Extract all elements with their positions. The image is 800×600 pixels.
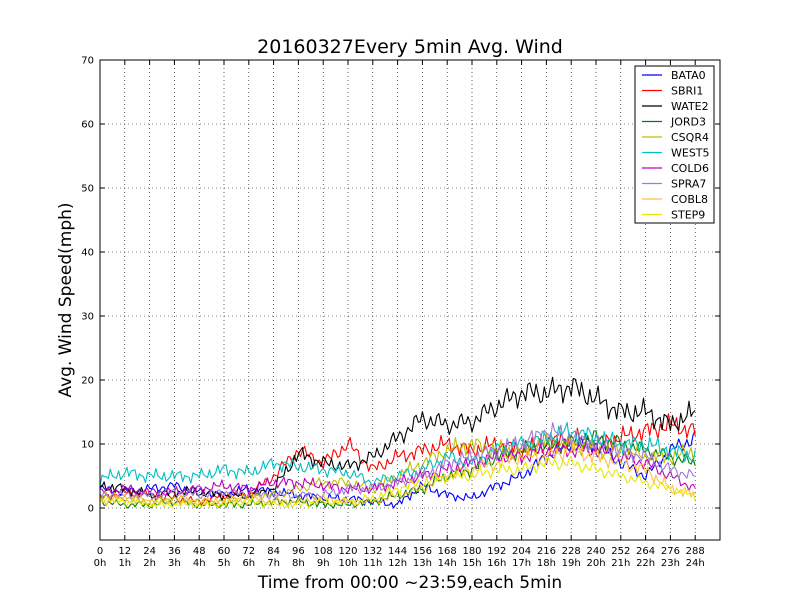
y-tick-label: 50 xyxy=(81,184,94,195)
x-tick-label: 192 xyxy=(487,546,506,557)
y-tick-label: 20 xyxy=(81,376,94,387)
x-tick-label: 120 xyxy=(338,546,357,557)
x-tick-label: 24 xyxy=(143,546,156,557)
x-axis-label: Time from 00:00 ~23:59,each 5min xyxy=(257,573,562,593)
x-tick-label: 240 xyxy=(586,546,605,557)
x-tick-hour-label: 4h xyxy=(193,558,206,569)
y-tick-label: 60 xyxy=(81,120,94,131)
x-tick-hour-label: 24h xyxy=(686,558,705,569)
x-tick-hour-label: 17h xyxy=(512,558,531,569)
x-tick-hour-label: 7h xyxy=(267,558,280,569)
legend-entry-label: COLD6 xyxy=(671,162,709,175)
x-tick-label: 144 xyxy=(388,546,407,557)
x-tick-label: 276 xyxy=(661,546,680,557)
x-tick-hour-label: 20h xyxy=(586,558,605,569)
x-tick-hour-label: 12h xyxy=(388,558,407,569)
legend-entry-label: JORD3 xyxy=(670,116,706,129)
x-tick-hour-label: 13h xyxy=(413,558,432,569)
x-tick-hour-label: 8h xyxy=(292,558,305,569)
x-tick-label: 228 xyxy=(562,546,581,557)
x-tick-hour-label: 22h xyxy=(636,558,655,569)
x-tick-label: 252 xyxy=(611,546,630,557)
x-tick-hour-label: 10h xyxy=(338,558,357,569)
x-tick-hour-label: 5h xyxy=(218,558,231,569)
y-axis-ticks: 0 10 20 30 40 50 60 70 xyxy=(81,56,720,515)
x-tick-label: 216 xyxy=(537,546,556,557)
x-tick-label: 12 xyxy=(118,546,131,557)
legend-box xyxy=(634,65,715,224)
legend-entry-label: SPRA7 xyxy=(671,178,706,191)
x-tick-label: 168 xyxy=(438,546,457,557)
x-tick-label: 60 xyxy=(218,546,231,557)
y-tick-label: 70 xyxy=(81,56,94,67)
legend-entry-label: COBL8 xyxy=(671,193,708,206)
x-tick-label: 264 xyxy=(636,546,655,557)
legend-entry-label: STEP9 xyxy=(671,209,705,222)
series-lines xyxy=(99,376,696,509)
x-tick-hour-label: 21h xyxy=(611,558,630,569)
x-tick-hour-label: 1h xyxy=(118,558,131,569)
legend-entry-label: BATA0 xyxy=(671,69,706,82)
x-tick-hour-label: 9h xyxy=(317,558,330,569)
legend-entry-label: WEST5 xyxy=(671,147,710,160)
series-line-bata0 xyxy=(99,430,696,509)
x-tick-hour-label: 14h xyxy=(438,558,457,569)
x-tick-label: 84 xyxy=(267,546,280,557)
x-tick-hour-label: 0h xyxy=(94,558,107,569)
x-tick-label: 108 xyxy=(314,546,333,557)
legend-entry-label: CSQR4 xyxy=(671,131,709,144)
x-tick-hour-label: 23h xyxy=(661,558,680,569)
y-tick-label: 0 xyxy=(88,504,94,515)
legend: BATA0 SBRI1 WATE2 JORD3 CSQR4 WEST5 COLD6 SPRA7… xyxy=(634,65,715,224)
plot-area-frame xyxy=(99,59,721,541)
x-tick-hour-label: 11h xyxy=(363,558,382,569)
x-tick-hour-label: 3h xyxy=(168,558,181,569)
x-tick-label: 288 xyxy=(686,546,705,557)
x-tick-label: 132 xyxy=(363,546,382,557)
x-tick-label: 204 xyxy=(512,546,531,557)
x-tick-hour-label: 6h xyxy=(242,558,255,569)
x-tick-hour-label: 16h xyxy=(487,558,506,569)
x-tick-label: 156 xyxy=(413,546,432,557)
x-tick-label: 96 xyxy=(292,546,305,557)
x-tick-hour-label: 2h xyxy=(143,558,156,569)
x-tick-label: 48 xyxy=(193,546,206,557)
x-tick-hour-label: 15h xyxy=(462,558,481,569)
series-line-step9 xyxy=(99,456,696,509)
y-tick-label: 40 xyxy=(81,248,94,259)
y-axis-label: Avg. Wind Speed(mph) xyxy=(56,202,76,397)
series-line-wate2 xyxy=(99,376,696,502)
x-tick-label: 0 xyxy=(97,546,103,557)
y-tick-label: 10 xyxy=(81,440,94,451)
x-tick-hour-label: 19h xyxy=(562,558,581,569)
series-line-cold6 xyxy=(99,443,696,498)
legend-entry-label: SBRI1 xyxy=(671,85,703,98)
x-tick-label: 180 xyxy=(462,546,481,557)
series-line-spra7 xyxy=(99,422,696,500)
x-tick-label: 36 xyxy=(168,546,181,557)
chart-title: 20160327Every 5min Avg. Wind xyxy=(257,36,563,58)
legend-entry-label: WATE2 xyxy=(671,100,709,113)
x-tick-hour-label: 18h xyxy=(537,558,556,569)
series-line-west5 xyxy=(99,421,696,489)
y-tick-label: 30 xyxy=(81,312,94,323)
x-tick-label: 72 xyxy=(242,546,255,557)
